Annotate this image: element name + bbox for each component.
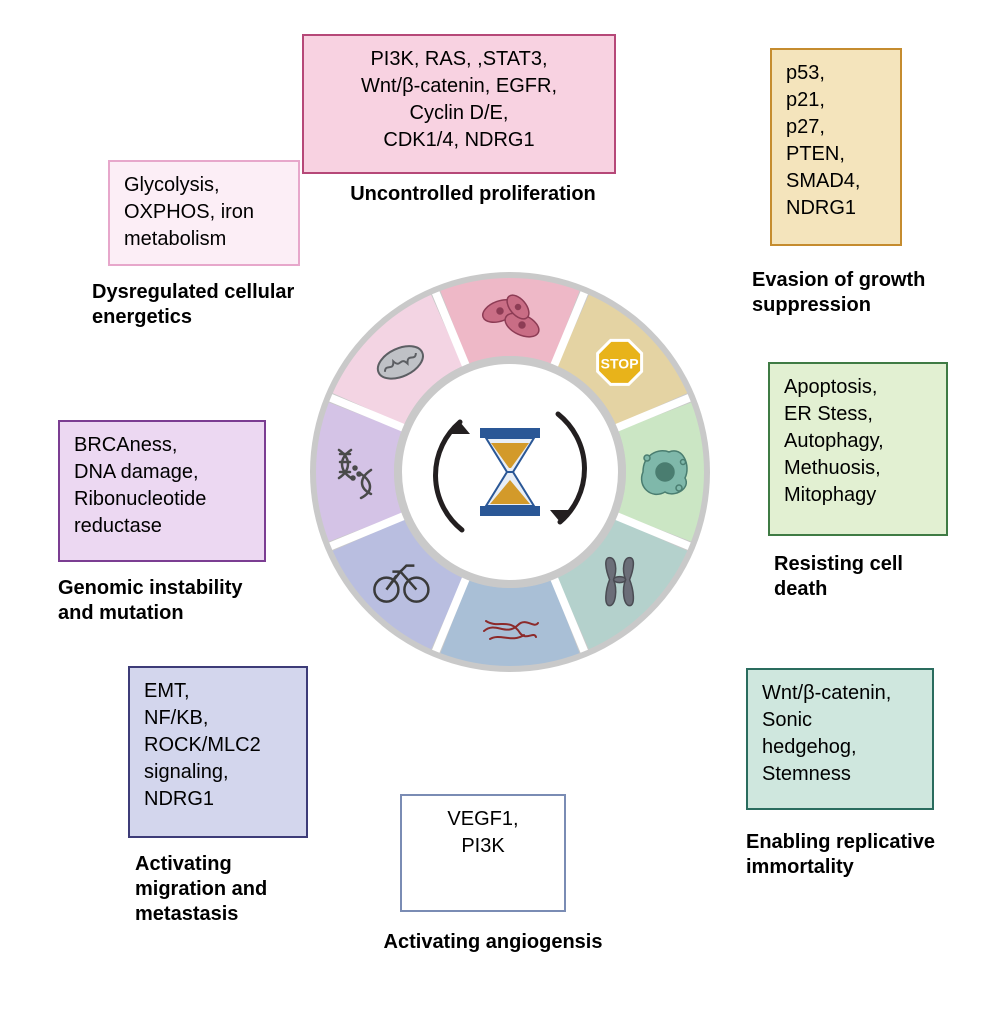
callout-label-replicative-immortality: Enabling replicative immortality [746, 830, 976, 880]
callout-box-cellular-energetics: Glycolysis, OXPHOS, iron metabolism [108, 160, 300, 266]
callout-box-uncontrolled-proliferation: PI3K, RAS, ,STAT3, Wnt/β-catenin, EGFR, … [302, 34, 616, 174]
callout-label-cellular-energetics: Dysregulated cellular energetics [92, 280, 322, 330]
stop-icon: STOP [598, 340, 642, 384]
callout-label-resisting-cell-death: Resisting cell death [774, 552, 984, 602]
apoptotic-cell-icon [642, 451, 687, 495]
callout-label-uncontrolled-proliferation: Uncontrolled proliferation [343, 182, 603, 207]
svg-text:STOP: STOP [601, 355, 639, 371]
callout-box-replicative-immortality: Wnt/β-catenin, Sonic hedgehog, Stemness [746, 668, 934, 810]
callout-box-angiogenesis: VEGF1, PI3K [400, 794, 566, 912]
callout-label-genomic-instability: Genomic instability and mutation [58, 576, 278, 626]
callout-box-growth-suppression: p53, p21, p27, PTEN, SMAD4, NDRG1 [770, 48, 902, 246]
callout-label-migration-metastasis: Activating migration and metastasis [135, 852, 325, 927]
callout-label-growth-suppression: Evasion of growth suppression [752, 268, 962, 318]
callout-box-resisting-cell-death: Apoptosis, ER Stess, Autophagy, Methuosi… [768, 362, 948, 536]
callout-label-angiogenesis: Activating angiogensis [368, 930, 618, 955]
callout-box-migration-metastasis: EMT, NF/KB, ROCK/MLC2 signaling, NDRG1 [128, 666, 308, 838]
hallmarks-wheel: STOP [310, 272, 710, 672]
diagram-root: STOP PI3K, RAS, ,STAT3, Wnt/β-catenin, E… [0, 0, 999, 1024]
callout-box-genomic-instability: BRCAness, DNA damage, Ribonucleotide red… [58, 420, 266, 562]
